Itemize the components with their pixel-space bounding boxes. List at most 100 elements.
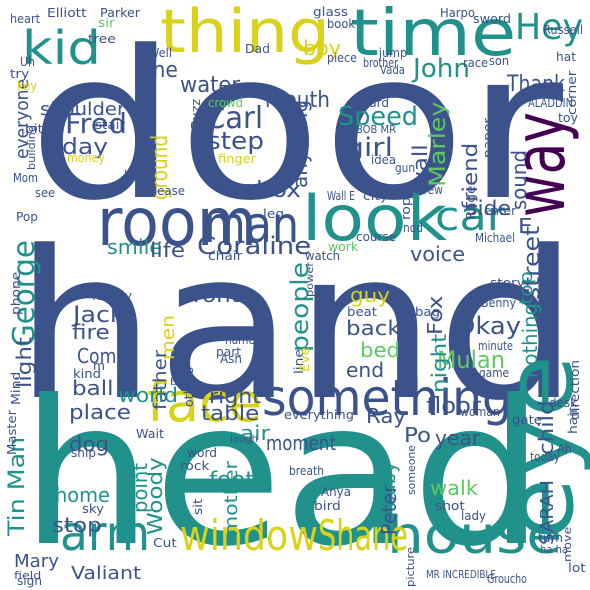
cloud-word: night <box>427 333 451 393</box>
cloud-word: time <box>350 0 517 71</box>
cloud-word: today <box>530 450 560 464</box>
cloud-word: E <box>518 214 533 238</box>
cloud-word: Come <box>77 344 127 368</box>
cloud-word: bag <box>415 305 440 319</box>
cloud-word: jump <box>379 46 407 60</box>
cloud-word: rock <box>180 459 210 473</box>
cloud-word: life <box>150 238 186 262</box>
cloud-word: Mulan <box>437 346 505 374</box>
cloud-word: mouth <box>265 88 330 113</box>
cloud-word: ear <box>370 281 390 295</box>
cloud-word: car <box>435 194 505 240</box>
cloud-word: hat <box>556 50 576 64</box>
cloud-word: step <box>207 127 264 155</box>
cloud-word: name <box>225 333 255 347</box>
cloud-word: Master <box>5 410 19 455</box>
cloud-word: table <box>201 401 260 425</box>
cloud-word: turn <box>538 531 563 545</box>
cloud-word: Please <box>147 184 185 198</box>
cloud-word: bit <box>25 122 43 136</box>
cloud-word: shoulder <box>40 99 125 120</box>
cloud-word: Ray <box>366 404 406 428</box>
cloud-word: head <box>20 358 545 590</box>
cloud-word: rope <box>399 188 413 220</box>
cloud-word: game <box>479 366 509 380</box>
cloud-word: sword <box>473 12 511 26</box>
cloud-word: kind <box>73 367 101 381</box>
cloud-word: lot <box>568 561 586 575</box>
cloud-word: guard <box>354 96 389 110</box>
cloud-word: key <box>17 79 37 93</box>
cloud-word: mother <box>221 461 242 536</box>
cloud-word: girl <box>345 133 393 163</box>
cloud-word: Groucho <box>487 572 527 586</box>
cloud-word: Russell <box>543 23 583 37</box>
cloud-word: picture <box>404 547 417 587</box>
cloud-word: Well <box>148 46 172 60</box>
cloud-word: Mary <box>14 551 60 572</box>
cloud-word: Buzz <box>189 99 203 129</box>
cloud-word: chair <box>208 249 243 263</box>
cloud-word: field <box>14 569 42 582</box>
cloud-word: stair <box>95 118 125 132</box>
cloud-word: door <box>28 8 564 246</box>
cloud-word: Po <box>404 423 432 447</box>
cloud-word: money <box>67 151 105 165</box>
cloud-word: right <box>209 384 261 408</box>
cloud-word: Elliott <box>47 6 87 20</box>
cloud-word: Wait <box>136 427 164 441</box>
cloud-word: room <box>97 184 257 261</box>
cloud-word: moment <box>266 431 336 455</box>
cloud-word: walk <box>430 476 478 500</box>
cloud-word: side <box>466 196 511 220</box>
cloud-word: box <box>256 178 301 203</box>
cloud-word: floor <box>426 394 481 419</box>
cloud-word: house <box>387 506 562 566</box>
cloud-word: Okay <box>455 312 521 340</box>
cloud-word: year <box>435 426 480 450</box>
cloud-word: window <box>180 511 318 560</box>
cloud-word: Benny <box>481 296 516 310</box>
cloud-word: idea <box>371 153 396 167</box>
cloud-word: course <box>356 230 396 244</box>
cloud-word: hair <box>566 407 580 434</box>
cloud-word: gun <box>395 161 415 175</box>
cloud-word: Woody <box>143 457 167 535</box>
cloud-word: Dad <box>245 42 270 56</box>
cloud-word: Thank <box>507 72 565 97</box>
cloud-word: piece <box>327 51 357 65</box>
cloud-word: part <box>216 345 241 359</box>
cloud-word: Drew <box>415 183 443 197</box>
cloud-word: back <box>346 316 401 340</box>
cloud-word: try <box>10 67 30 81</box>
cloud-word: leg <box>263 207 285 221</box>
cloud-word: breath <box>289 464 324 478</box>
cloud-word: thing <box>160 0 330 67</box>
cloud-word: Coraline <box>197 232 312 260</box>
cloud-word: Mom <box>13 171 38 185</box>
cloud-word: Wall E <box>327 189 355 203</box>
cloud-word: Carl <box>205 101 263 136</box>
cloud-word: minute <box>478 339 513 353</box>
cloud-word: day <box>62 135 108 160</box>
cloud-word: Peter <box>377 485 401 535</box>
cloud-word: something <box>262 369 512 427</box>
cloud-word: smile <box>107 235 162 259</box>
cloud-word: Ash <box>220 352 242 366</box>
cloud-word: scene <box>478 286 510 300</box>
cloud-word: power <box>305 262 316 297</box>
cloud-word: voice <box>410 242 465 266</box>
cloud-word: Uh <box>20 55 35 69</box>
cloud-word: ha ha <box>540 543 568 556</box>
cloud-word: brother <box>363 56 398 70</box>
cloud-word: Michael <box>475 231 515 245</box>
cloud-word: heart <box>10 12 40 26</box>
cloud-word: phone <box>9 271 23 315</box>
cloud-word: man <box>204 196 299 254</box>
cloud-word: nod <box>403 221 423 235</box>
cloud-word: stop <box>52 513 102 537</box>
cloud-word: work <box>328 240 358 254</box>
cloud-word: one <box>140 58 178 83</box>
cloud-word: enter <box>484 204 516 218</box>
